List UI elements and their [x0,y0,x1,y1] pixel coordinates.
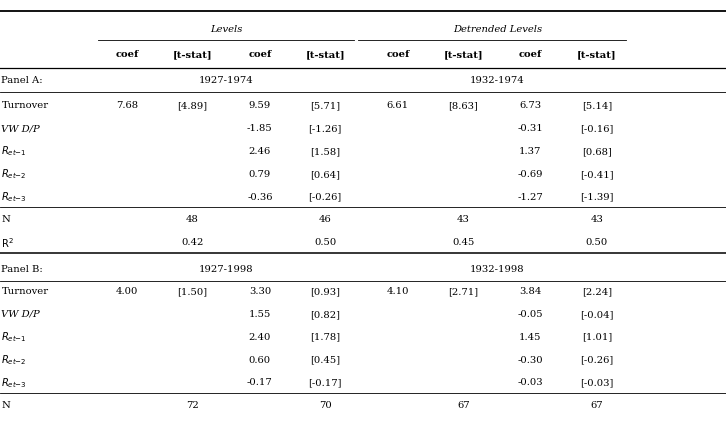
Text: 2.46: 2.46 [249,147,271,156]
Text: Turnover: Turnover [1,101,49,110]
Text: [-0.04]: [-0.04] [580,310,613,319]
Text: 70: 70 [319,401,332,410]
Text: VW D/P: VW D/P [1,124,40,133]
Text: R$^2$: R$^2$ [1,236,15,250]
Text: [2.24]: [2.24] [582,287,612,296]
Text: [t-stat]: [t-stat] [173,50,212,60]
Text: -0.30: -0.30 [517,356,543,365]
Text: coef: coef [518,50,542,60]
Text: 67: 67 [457,401,470,410]
Text: -1.85: -1.85 [247,124,273,133]
Text: Detrended Levels: Detrended Levels [453,25,542,34]
Text: 0.45: 0.45 [452,238,474,247]
Text: [-1.26]: [-1.26] [309,124,342,133]
Text: coef: coef [248,50,272,60]
Text: 1.37: 1.37 [519,147,541,156]
Text: $R_{et\mathregular{-2}}$: $R_{et\mathregular{-2}}$ [1,353,27,367]
Text: 0.50: 0.50 [586,238,608,247]
Text: [1.01]: [1.01] [582,333,612,342]
Text: 6.61: 6.61 [387,101,409,110]
Text: [0.64]: [0.64] [310,170,340,179]
Text: [8.63]: [8.63] [448,101,478,110]
Text: 4.10: 4.10 [387,287,409,296]
Text: 1927-1974: 1927-1974 [199,76,253,85]
Text: 43: 43 [457,215,470,225]
Text: [1.58]: [1.58] [310,147,340,156]
Text: [0.68]: [0.68] [582,147,612,156]
Text: -0.05: -0.05 [517,310,543,319]
Text: [2.71]: [2.71] [448,287,478,296]
Text: [1.78]: [1.78] [310,333,340,342]
Text: 9.59: 9.59 [249,101,271,110]
Text: 1932-1974: 1932-1974 [470,76,525,85]
Text: 46: 46 [319,215,332,225]
Text: [-0.17]: [-0.17] [309,379,342,387]
Text: 3.30: 3.30 [249,287,271,296]
Text: 7.68: 7.68 [116,101,138,110]
Text: [4.89]: [4.89] [177,101,208,110]
Text: Panel A:: Panel A: [1,76,43,85]
Text: 6.73: 6.73 [519,101,541,110]
Text: -0.17: -0.17 [247,379,273,387]
Text: [5.71]: [5.71] [310,101,340,110]
Text: Turnover: Turnover [1,287,49,296]
Text: coef: coef [386,50,409,60]
Text: 1.55: 1.55 [249,310,271,319]
Text: 43: 43 [590,215,603,225]
Text: 1927-1998: 1927-1998 [199,265,253,274]
Text: [1.50]: [1.50] [177,287,208,296]
Text: -0.69: -0.69 [517,170,543,179]
Text: [-0.16]: [-0.16] [580,124,613,133]
Text: coef: coef [115,50,139,60]
Text: [5.14]: [5.14] [582,101,612,110]
Text: 72: 72 [186,401,199,410]
Text: [-1.39]: [-1.39] [580,192,613,202]
Text: -0.31: -0.31 [517,124,543,133]
Text: N: N [1,401,10,410]
Text: 67: 67 [590,401,603,410]
Text: 2.40: 2.40 [249,333,271,342]
Text: Panel B:: Panel B: [1,265,44,274]
Text: 1932-1998: 1932-1998 [470,265,525,274]
Text: 3.84: 3.84 [519,287,541,296]
Text: [0.45]: [0.45] [310,356,340,365]
Text: [-0.41]: [-0.41] [580,170,613,179]
Text: 1.45: 1.45 [519,333,541,342]
Text: 0.42: 0.42 [182,238,203,247]
Text: VW D/P: VW D/P [1,310,40,319]
Text: [t-stat]: [t-stat] [577,50,616,60]
Text: -0.36: -0.36 [247,192,273,202]
Text: 0.50: 0.50 [314,238,336,247]
Text: 4.00: 4.00 [116,287,138,296]
Text: 48: 48 [186,215,199,225]
Text: $R_{et\mathregular{-1}}$: $R_{et\mathregular{-1}}$ [1,330,27,344]
Text: $R_{et\mathregular{-3}}$: $R_{et\mathregular{-3}}$ [1,376,28,390]
Text: [-0.26]: [-0.26] [580,356,613,365]
Text: [t-stat]: [t-stat] [306,50,345,60]
Text: [0.82]: [0.82] [310,310,340,319]
Text: R$^2$: R$^2$ [1,422,15,423]
Text: -0.03: -0.03 [517,379,543,387]
Text: [-0.26]: [-0.26] [309,192,342,202]
Text: -1.27: -1.27 [517,192,543,202]
Text: Levels: Levels [210,25,242,34]
Text: $R_{et\mathregular{-3}}$: $R_{et\mathregular{-3}}$ [1,190,28,204]
Text: 0.60: 0.60 [249,356,271,365]
Text: [t-stat]: [t-stat] [444,50,483,60]
Text: $R_{et\mathregular{-1}}$: $R_{et\mathregular{-1}}$ [1,145,27,158]
Text: $R_{et\mathregular{-2}}$: $R_{et\mathregular{-2}}$ [1,168,27,181]
Text: [-0.03]: [-0.03] [580,379,613,387]
Text: N: N [1,215,10,225]
Text: [0.93]: [0.93] [310,287,340,296]
Text: 0.79: 0.79 [249,170,271,179]
